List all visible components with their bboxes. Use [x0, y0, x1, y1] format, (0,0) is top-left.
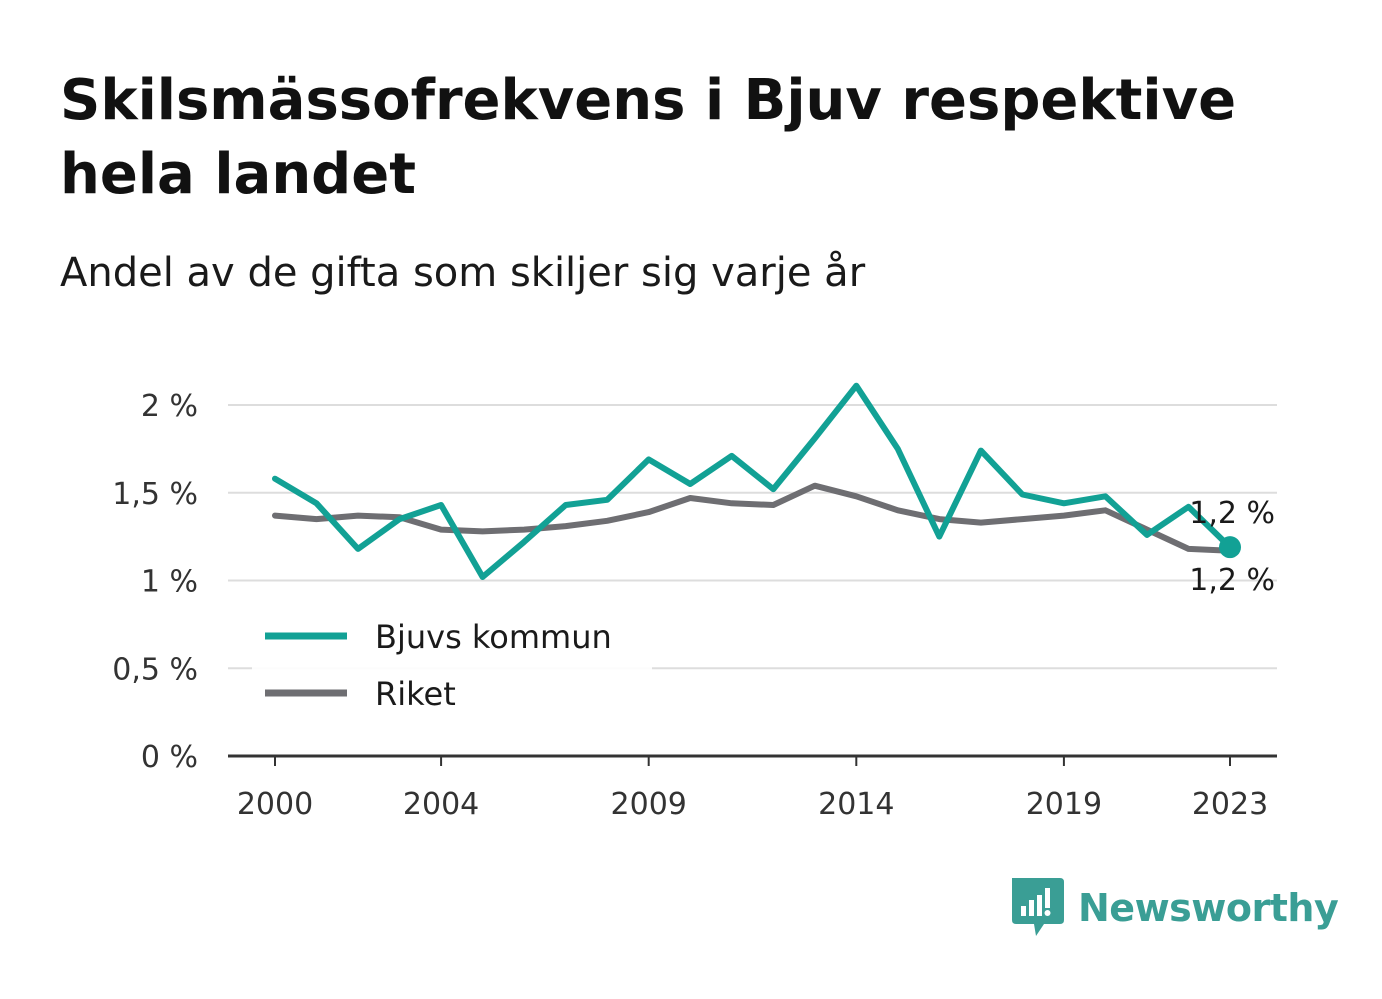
x-tick-label: 2000 [237, 787, 313, 822]
bar-chart-speech-bubble-icon [1012, 878, 1064, 936]
series-line-bjuvs-kommun [272, 382, 1233, 580]
x-tick-label: 2004 [403, 787, 479, 822]
y-tick-label: 0 % [141, 740, 198, 775]
y-tick-label: 1,5 % [112, 477, 198, 512]
end-label-riket: 1,2 % [1189, 563, 1275, 598]
y-tick-label: 1 % [141, 565, 198, 600]
y-tick-label: 2 % [141, 389, 198, 424]
chart-subtitle: Andel av de gifta som skiljer sig varje … [60, 250, 866, 296]
newsworthy-logo: Newsworthy [1010, 876, 1339, 940]
end-label-bjuvs-kommun: 1,2 % [1189, 496, 1275, 531]
series-line-riket [272, 482, 1233, 554]
end-point-bjuvs-kommun [1219, 536, 1241, 559]
x-tick-label: 2023 [1192, 787, 1268, 822]
legend-label: Bjuvs kommun [375, 618, 612, 656]
x-tick-label: 2019 [1026, 787, 1102, 822]
y-tick-label: 0,5 % [112, 652, 198, 687]
brand-name: Newsworthy [1078, 886, 1339, 930]
legend-label: Riket [375, 675, 456, 713]
legend-box [252, 612, 652, 722]
x-tick-label: 2009 [611, 787, 687, 822]
x-tick-label: 2014 [818, 787, 894, 822]
chart-title: Skilsmässofrekvens i Bjuv respektive hel… [60, 68, 1237, 207]
